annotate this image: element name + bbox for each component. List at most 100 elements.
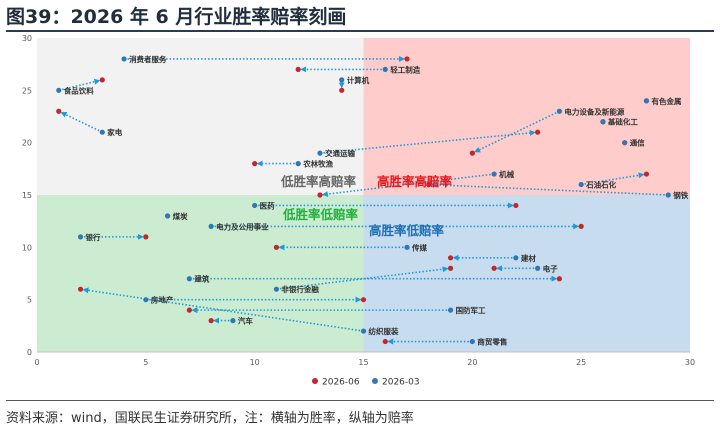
industry-label: 医药 (260, 200, 275, 210)
industry-label: 农林牧渔 (302, 159, 333, 169)
shift-arrow (276, 266, 449, 290)
legend-marker (312, 378, 318, 384)
point-2026-06 (77, 286, 84, 292)
point-2026-03 (360, 328, 367, 334)
industry-label: 计算机 (347, 75, 370, 85)
industry-label: 国防军工 (456, 305, 486, 315)
page-title: 图39：2026 年 6 月行业胜率赔率刻画 (6, 6, 347, 28)
point-2026-03 (230, 318, 236, 324)
point-2026-03 (143, 297, 149, 303)
industry-label: 石油石化 (585, 180, 616, 190)
industry-label: 有色金属 (651, 96, 681, 106)
industry-label: 机械 (499, 169, 514, 179)
quadrant-high-win-low-odds (363, 195, 690, 352)
point-2026-03 (447, 307, 454, 313)
point-2026-06 (186, 307, 192, 313)
point-2026-03 (208, 223, 214, 229)
y-tick-label: 25 (22, 86, 32, 95)
point-2026-06 (643, 171, 650, 177)
source-divider (6, 400, 714, 401)
point-2026-03 (491, 171, 497, 177)
quadrant-label-high-high: 高胜率高赔率 (377, 174, 453, 189)
point-2026-06 (578, 223, 584, 229)
point-2026-06 (339, 87, 345, 93)
point-2026-03 (186, 276, 192, 282)
point-2026-06 (252, 161, 258, 167)
legend-marker (372, 378, 378, 384)
industry-label: 建筑 (193, 274, 209, 284)
quadrant-high-win-high-odds (363, 38, 690, 195)
shift-arrow (430, 181, 669, 196)
point-2026-06 (447, 255, 454, 261)
y-tick-label: 10 (22, 243, 32, 252)
industry-label: 电子 (543, 263, 558, 273)
industry-label: 商贸零售 (477, 337, 507, 347)
industry-label: 食品饮料 (64, 85, 94, 95)
y-tick-label: 15 (22, 191, 32, 200)
shift-arrow (82, 287, 364, 332)
industry-label: 非银行金融 (281, 284, 319, 294)
shift-arrow (581, 172, 645, 186)
x-tick-label: 10 (250, 358, 260, 367)
point-2026-06 (469, 150, 475, 156)
point-2026-06 (404, 56, 410, 62)
industry-label: 纺织服装 (369, 326, 399, 336)
x-tick-label: 30 (685, 358, 695, 367)
y-tick-label: 20 (22, 139, 32, 148)
point-2026-06 (556, 276, 563, 282)
legend-label: 2026-03 (382, 378, 420, 388)
x-tick-label: 15 (358, 358, 368, 367)
x-tick-label: 25 (576, 358, 586, 367)
shift-arrow (60, 111, 103, 133)
point-2026-06 (56, 108, 62, 114)
industry-label: 建材 (520, 253, 536, 263)
industry-label: 家电 (107, 127, 122, 137)
x-tick-label: 20 (467, 358, 477, 367)
industry-label: 传媒 (411, 242, 427, 252)
point-2026-06 (143, 234, 149, 240)
industry-label: 钢铁 (673, 190, 688, 200)
point-2026-06 (513, 202, 519, 209)
industry-label: 银行 (86, 232, 101, 242)
industry-label: 通信 (630, 138, 645, 148)
quadrant-label-low-high: 低胜率高赔率 (280, 174, 357, 189)
source-note: 资料来源：wind，国联民生证券研究所，注：横轴为胜率，纵轴为赔率 (6, 411, 414, 426)
point-2026-06 (382, 338, 388, 345)
industry-label: 消费者服务 (129, 54, 167, 64)
point-2026-06 (447, 265, 454, 271)
point-2026-03 (622, 140, 628, 146)
industry-label: 轻工制造 (390, 64, 420, 74)
y-tick-label: 30 (22, 34, 32, 43)
point-2026-03 (382, 66, 388, 72)
point-2026-06 (317, 192, 323, 198)
point-2026-03 (339, 77, 345, 83)
quadrant-label-high-low: 高胜率低赔率 (369, 223, 445, 238)
industry-label: 交通运输 (325, 148, 355, 158)
point-2026-03 (404, 244, 410, 250)
point-2026-03 (317, 150, 323, 156)
point-2026-03 (469, 338, 475, 345)
point-2026-06 (208, 318, 214, 324)
point-2026-03 (295, 161, 301, 167)
point-2026-06 (99, 77, 105, 83)
point-2026-03 (56, 87, 62, 93)
point-2026-06 (295, 66, 301, 72)
point-2026-03 (578, 181, 584, 188)
industry-label: 基础化工 (607, 117, 638, 127)
industry-label: 煤炭 (173, 211, 188, 221)
point-2026-03 (252, 202, 258, 209)
point-2026-06 (273, 244, 280, 250)
point-2026-06 (360, 297, 367, 303)
industry-label: 汽车 (238, 316, 253, 326)
x-tick-label: 0 (34, 358, 39, 367)
point-2026-03 (665, 192, 671, 198)
point-2026-03 (643, 98, 650, 104)
point-2026-03 (273, 286, 280, 292)
industry-label: 电力及公用事业 (216, 221, 269, 231)
point-2026-03 (556, 108, 563, 114)
y-tick-label: 5 (27, 296, 32, 305)
title-divider (6, 30, 714, 32)
industry-label: 房地产 (151, 295, 174, 305)
quadrant-label-low-low: 低胜率低赔率 (282, 207, 359, 222)
